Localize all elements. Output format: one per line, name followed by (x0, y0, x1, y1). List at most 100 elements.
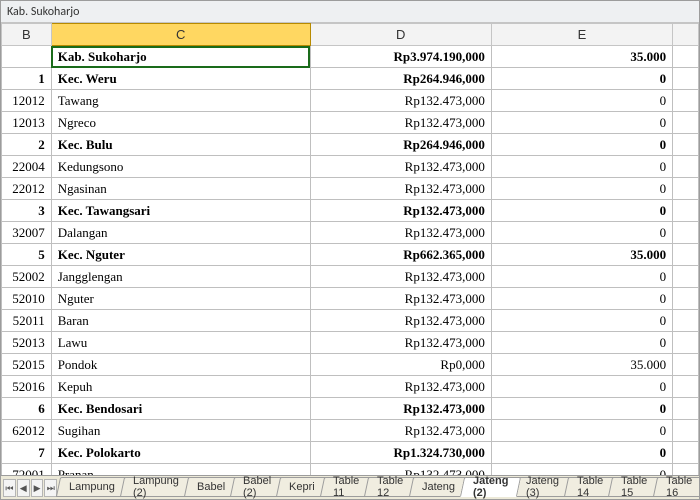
cell-E[interactable]: 0 (491, 464, 672, 476)
cell-C[interactable]: Kec. Bendosari (51, 398, 310, 420)
sheet-tab[interactable]: Lampung (56, 477, 128, 497)
cell-C[interactable]: Tawang (51, 90, 310, 112)
cell-D[interactable]: Rp132.473,000 (310, 398, 491, 420)
cell-edge[interactable] (673, 266, 699, 288)
cell-C[interactable]: Kec. Nguter (51, 244, 310, 266)
cell-D[interactable]: Rp662.365,000 (310, 244, 491, 266)
cell-E[interactable]: 35.000 (491, 244, 672, 266)
cell-C[interactable]: Kec. Tawangsari (51, 200, 310, 222)
cell-B[interactable]: 52010 (2, 288, 52, 310)
name-box-value[interactable]: Kab. Sukoharjo (7, 5, 693, 19)
cell-B[interactable]: 52015 (2, 354, 52, 376)
cell-C[interactable]: Pranan (51, 464, 310, 476)
cell-D[interactable]: Rp3.974.190,000 (310, 46, 491, 68)
cell-edge[interactable] (673, 288, 699, 310)
cell-C[interactable]: Kedungsono (51, 156, 310, 178)
sheet-tab[interactable]: Jateng (2) (459, 477, 521, 497)
cell-edge[interactable] (673, 178, 699, 200)
cell-B[interactable] (2, 46, 52, 68)
cell-edge[interactable] (673, 310, 699, 332)
cell-B[interactable]: 72001 (2, 464, 52, 476)
cell-edge[interactable] (673, 244, 699, 266)
sheet-tab[interactable]: Table 16 (653, 477, 699, 497)
cell-B[interactable]: 3 (2, 200, 52, 222)
cell-C[interactable]: Sugihan (51, 420, 310, 442)
column-header-B[interactable]: B (2, 24, 52, 46)
tab-nav-first[interactable]: ⏮ (3, 479, 16, 497)
cell-C[interactable]: Nguter (51, 288, 310, 310)
cell-edge[interactable] (673, 90, 699, 112)
cell-edge[interactable] (673, 134, 699, 156)
cell-edge[interactable] (673, 442, 699, 464)
cell-B[interactable]: 32007 (2, 222, 52, 244)
cell-edge[interactable] (673, 398, 699, 420)
cell-B[interactable]: 52016 (2, 376, 52, 398)
cell-B[interactable]: 5 (2, 244, 52, 266)
cell-edge[interactable] (673, 332, 699, 354)
cell-B[interactable]: 7 (2, 442, 52, 464)
column-header-E[interactable]: E (491, 24, 672, 46)
cell-edge[interactable] (673, 112, 699, 134)
cell-edge[interactable] (673, 354, 699, 376)
cell-D[interactable]: Rp132.473,000 (310, 266, 491, 288)
cell-E[interactable]: 0 (491, 178, 672, 200)
cell-B[interactable]: 2 (2, 134, 52, 156)
cell-B[interactable]: 1 (2, 68, 52, 90)
cell-edge[interactable] (673, 46, 699, 68)
cell-D[interactable]: Rp264.946,000 (310, 134, 491, 156)
cell-E[interactable]: 35.000 (491, 46, 672, 68)
cell-C[interactable]: Ngreco (51, 112, 310, 134)
cell-edge[interactable] (673, 376, 699, 398)
tab-nav-next[interactable]: ▶ (31, 479, 44, 497)
cell-D[interactable]: Rp132.473,000 (310, 178, 491, 200)
cell-B[interactable]: 22012 (2, 178, 52, 200)
cell-C[interactable]: Kab. Sukoharjo (51, 46, 310, 68)
cell-C[interactable]: Kec. Polokarto (51, 442, 310, 464)
cell-B[interactable]: 12012 (2, 90, 52, 112)
grid-area[interactable]: BCDEKab. SukoharjoRp3.974.190,00035.0001… (1, 23, 699, 475)
cell-D[interactable]: Rp132.473,000 (310, 376, 491, 398)
cell-E[interactable]: 0 (491, 68, 672, 90)
cell-E[interactable]: 0 (491, 288, 672, 310)
cell-E[interactable]: 0 (491, 376, 672, 398)
cell-E[interactable]: 0 (491, 332, 672, 354)
column-header-C[interactable]: C (51, 24, 310, 46)
cell-E[interactable]: 0 (491, 310, 672, 332)
cell-D[interactable]: Rp0,000 (310, 354, 491, 376)
cell-C[interactable]: Kec. Bulu (51, 134, 310, 156)
column-header-edge[interactable] (673, 24, 699, 46)
cell-B[interactable]: 52011 (2, 310, 52, 332)
sheet-tab[interactable]: Lampung (2) (120, 477, 192, 497)
cell-B[interactable]: 62012 (2, 420, 52, 442)
cell-D[interactable]: Rp132.473,000 (310, 112, 491, 134)
tab-nav-prev[interactable]: ◀ (17, 479, 30, 497)
cell-C[interactable]: Ngasinan (51, 178, 310, 200)
cell-B[interactable]: 52013 (2, 332, 52, 354)
cell-C[interactable]: Dalangan (51, 222, 310, 244)
cell-E[interactable]: 0 (491, 90, 672, 112)
cell-B[interactable]: 12013 (2, 112, 52, 134)
column-header-D[interactable]: D (310, 24, 491, 46)
cell-C[interactable]: Kepuh (51, 376, 310, 398)
cell-E[interactable]: 0 (491, 156, 672, 178)
cell-D[interactable]: Rp132.473,000 (310, 200, 491, 222)
cell-D[interactable]: Rp132.473,000 (310, 222, 491, 244)
cell-E[interactable]: 35.000 (491, 354, 672, 376)
cell-D[interactable]: Rp132.473,000 (310, 332, 491, 354)
cell-edge[interactable] (673, 156, 699, 178)
cell-E[interactable]: 0 (491, 398, 672, 420)
cell-D[interactable]: Rp132.473,000 (310, 420, 491, 442)
cell-C[interactable]: Lawu (51, 332, 310, 354)
cell-edge[interactable] (673, 222, 699, 244)
cell-edge[interactable] (673, 200, 699, 222)
cell-B[interactable]: 22004 (2, 156, 52, 178)
cell-D[interactable]: Rp132.473,000 (310, 464, 491, 476)
cell-D[interactable]: Rp132.473,000 (310, 156, 491, 178)
cell-D[interactable]: Rp132.473,000 (310, 288, 491, 310)
cell-edge[interactable] (673, 464, 699, 476)
cell-E[interactable]: 0 (491, 112, 672, 134)
cell-C[interactable]: Kec. Weru (51, 68, 310, 90)
cell-E[interactable]: 0 (491, 134, 672, 156)
cell-D[interactable]: Rp132.473,000 (310, 90, 491, 112)
cell-E[interactable]: 0 (491, 222, 672, 244)
